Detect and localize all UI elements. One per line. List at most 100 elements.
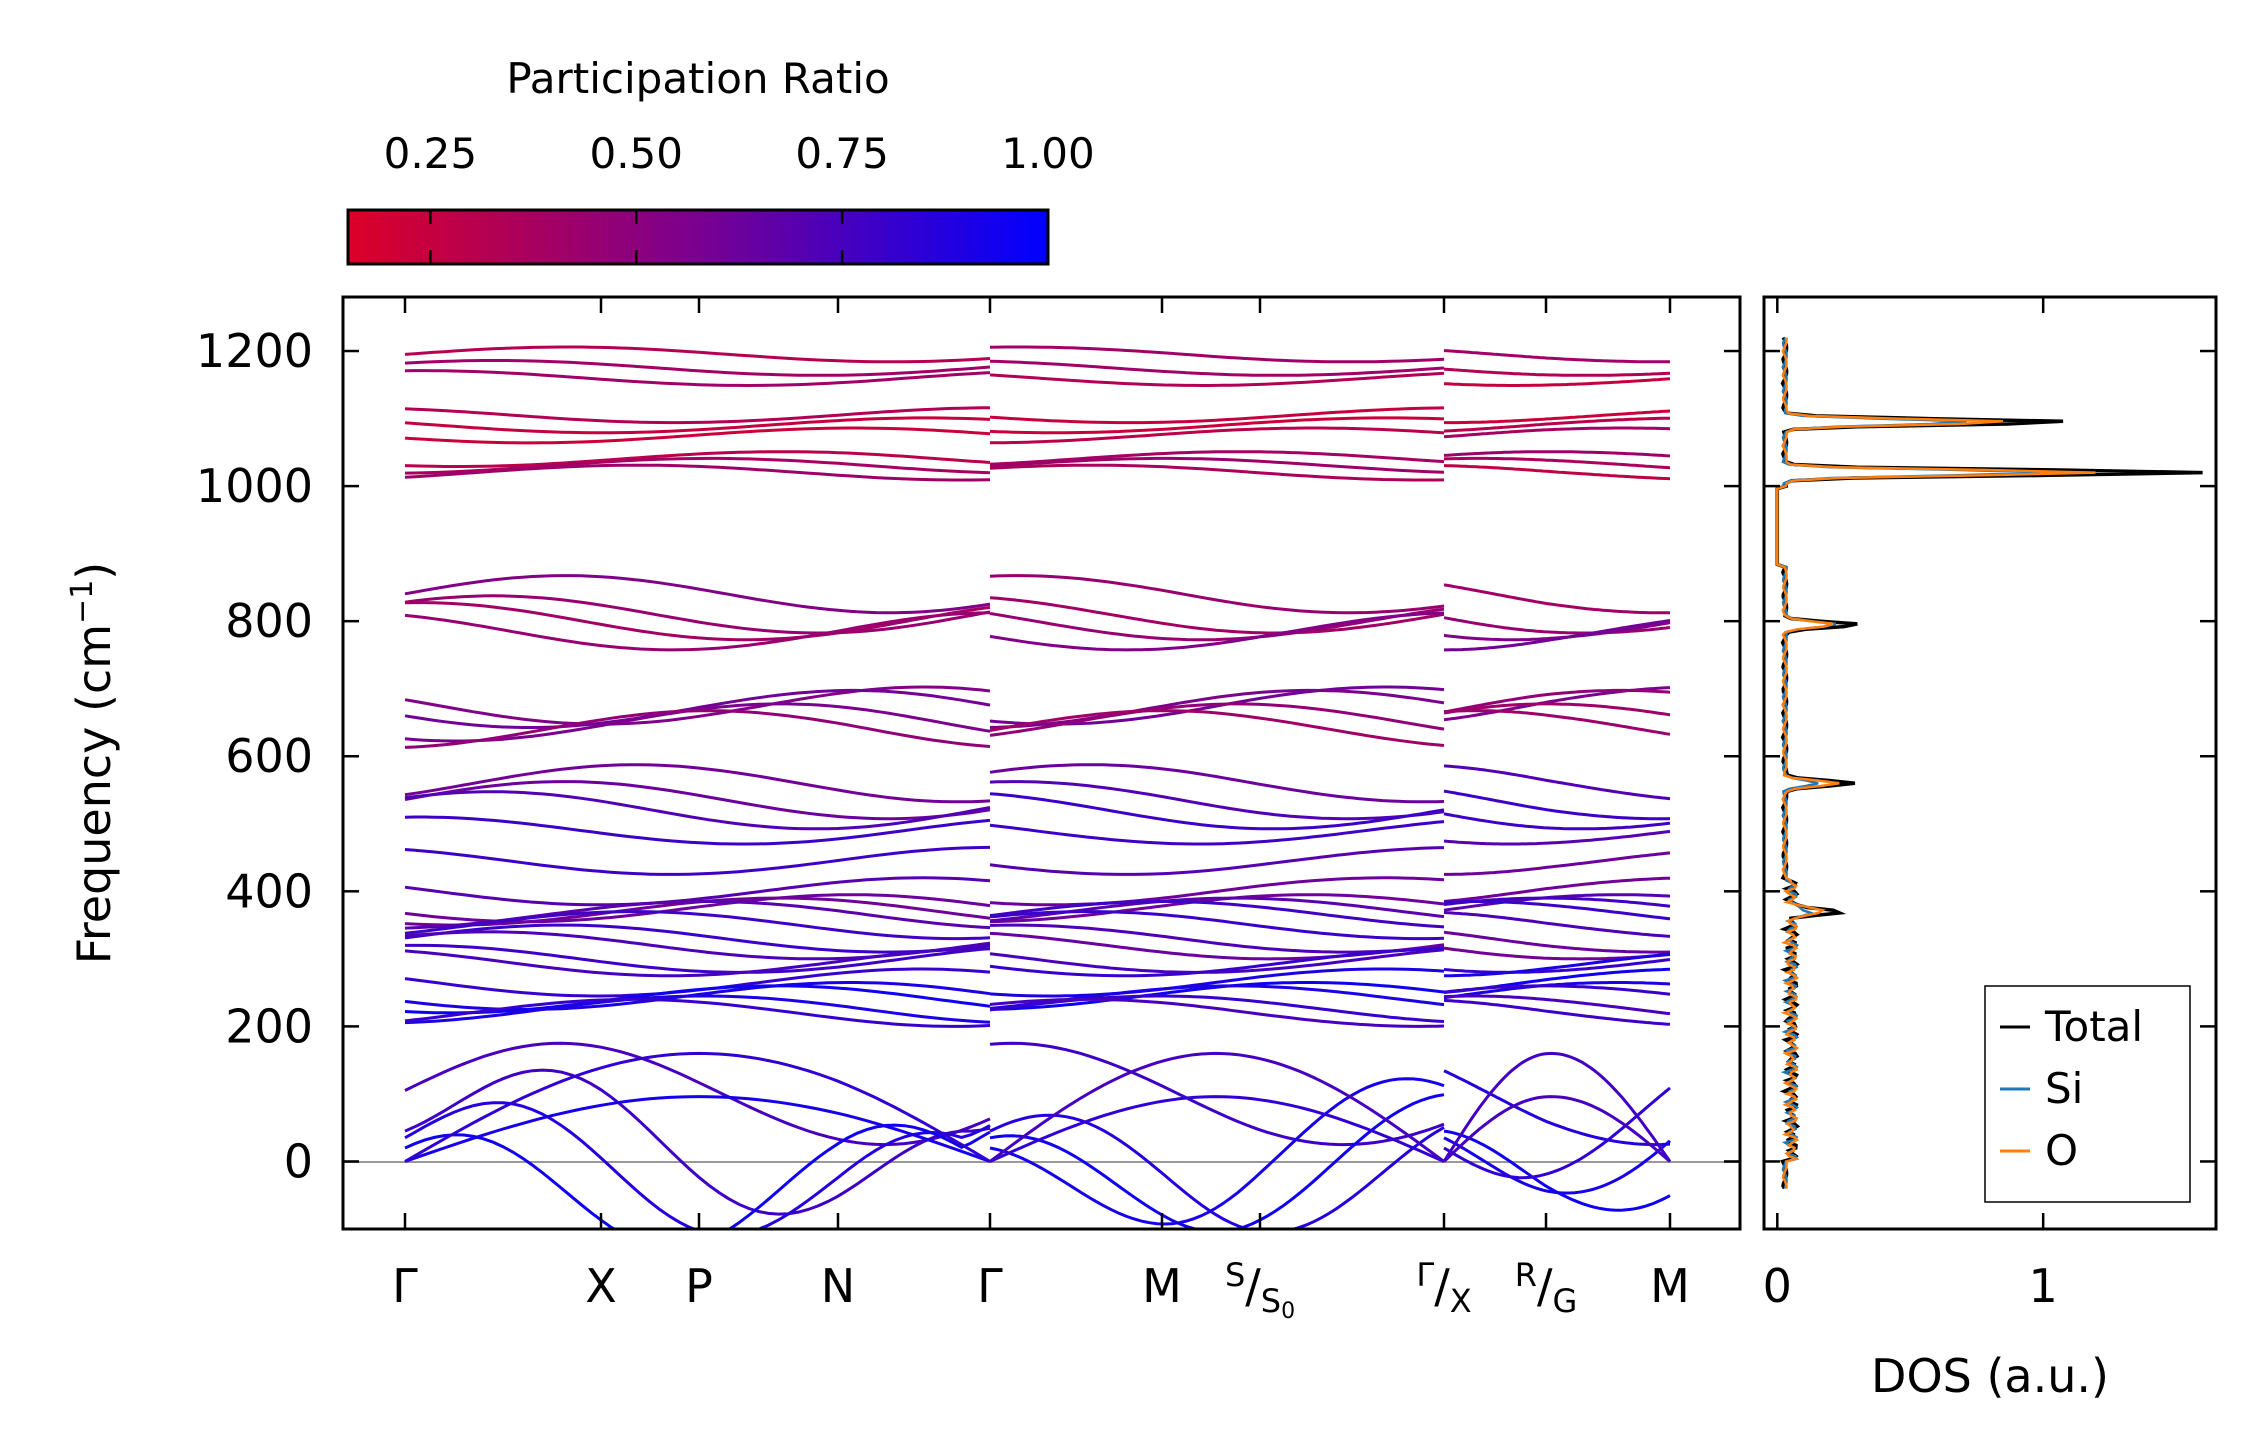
colorbar-gradient — [346, 208, 1050, 266]
x-tick-label: X — [585, 1259, 617, 1313]
phonon-band — [404, 845, 991, 876]
phonon-band — [1443, 994, 1671, 1016]
phonon-band — [989, 910, 1445, 941]
phonon-band — [989, 345, 1445, 364]
phonon-band — [989, 1095, 1445, 1163]
phonon-band — [404, 1041, 991, 1147]
dos-x-tick-label: 1 — [2029, 1259, 2058, 1313]
colorbar-tick-label: 0.50 — [589, 129, 683, 178]
phonon-band — [1443, 930, 1671, 954]
phonon-band — [1443, 1069, 1671, 1147]
phonon-band — [989, 820, 1445, 846]
phonon-band — [404, 359, 991, 377]
y-tick-label: 1200 — [196, 324, 313, 378]
phonon-band — [989, 702, 1445, 737]
dos-axes-frame — [1762, 295, 2218, 1231]
phonon-band — [404, 709, 991, 749]
phonon-band — [404, 426, 991, 445]
x-tick-label: S/S0 — [1225, 1256, 1295, 1324]
phonon-band — [989, 371, 1445, 387]
colorbar-tick-label: 0.75 — [795, 129, 889, 178]
phonon-band — [1443, 450, 1671, 458]
y-tick-label: 1000 — [196, 459, 313, 513]
phonon-band — [1443, 709, 1671, 736]
phonon-band — [404, 594, 991, 635]
y-axis-label: Frequency (cm−1) — [65, 562, 121, 965]
phonon-band — [404, 685, 991, 726]
phonon-band — [1443, 464, 1671, 481]
phonon-band — [1443, 764, 1671, 801]
phonon-band — [1443, 1136, 1671, 1195]
phonon-band — [404, 876, 991, 907]
phonon-band — [1443, 416, 1670, 433]
x-tick-label: Γ/X — [1416, 1256, 1471, 1320]
phonon-band — [404, 416, 991, 435]
phonon-band — [1443, 899, 1671, 921]
phonon-band — [1444, 409, 1671, 425]
phonon-band — [404, 345, 991, 364]
phonon-band — [404, 450, 991, 468]
legend-label: O — [2045, 1126, 2078, 1175]
x-tick-label: M — [1142, 1259, 1182, 1313]
y-tick-label: 600 — [225, 729, 313, 783]
phonon-band — [404, 601, 991, 642]
band-axes-frame — [341, 295, 1742, 1231]
phonon-band — [404, 1123, 991, 1229]
phonon-band — [989, 574, 1445, 615]
phonon-band — [989, 607, 1445, 642]
phonon-band — [404, 1068, 991, 1216]
legend-frame — [1984, 985, 2191, 1203]
colorbar-tick-label: 1.00 — [1001, 129, 1095, 178]
phonon-band — [989, 1051, 1445, 1163]
phonon-band — [989, 688, 1445, 729]
y-tick-label: 400 — [225, 864, 313, 918]
phonon-band — [404, 688, 991, 729]
phonon-band — [1443, 812, 1671, 831]
phonon-band — [1444, 851, 1671, 876]
phonon-band — [989, 792, 1445, 831]
phonon-band — [404, 780, 991, 821]
x-tick-label: N — [821, 1259, 855, 1313]
phonon-band — [1443, 998, 1671, 1026]
phonon-band — [989, 1077, 1445, 1226]
phonon-band — [1443, 829, 1671, 846]
dos-x-axis-label: DOS (a.u.) — [1871, 1349, 2109, 1403]
phonon-band — [1443, 984, 1671, 996]
y-tick-label: 200 — [225, 999, 313, 1053]
y-tick-label: 0 — [284, 1134, 313, 1188]
phonon-band — [989, 359, 1445, 377]
phonon-band — [989, 763, 1445, 804]
phonon-band — [404, 910, 991, 941]
phonon-bands — [404, 345, 1672, 1229]
phonon-band — [1443, 958, 1671, 974]
phonon-band — [404, 1051, 991, 1163]
phonon-band — [404, 463, 991, 482]
phonon-band — [404, 947, 991, 978]
phonon-band — [989, 1041, 1445, 1147]
phonon-band — [1443, 349, 1670, 364]
phonon-band — [989, 450, 1445, 466]
phonon-band — [1443, 1086, 1671, 1180]
dos-legend: Total Si O — [1984, 985, 2191, 1203]
phonon-band — [404, 790, 991, 831]
y-tick-label: 800 — [225, 594, 313, 648]
phonon-band — [1443, 789, 1671, 821]
legend-label: Total — [2044, 1002, 2143, 1051]
phonon-band — [989, 416, 1445, 435]
colorbar-title: Participation Ratio — [506, 54, 889, 103]
phonon-band — [1443, 583, 1670, 615]
phonon-band — [404, 984, 991, 1015]
phonon-band — [404, 406, 990, 425]
phonon-band — [1443, 911, 1671, 938]
dos-curve-o — [1776, 337, 2096, 1189]
colorbar: Participation Ratio 0.25 0.50 0.75 1.00 — [346, 54, 1095, 266]
x-tick-label: Γ — [977, 1259, 1003, 1313]
phonon-band — [1442, 1095, 1671, 1163]
phonon-band — [990, 426, 1445, 445]
x-tick-label: R/G — [1515, 1256, 1578, 1320]
phonon-band — [989, 1113, 1445, 1229]
phonon-band — [404, 967, 991, 998]
phonon-band — [1443, 876, 1671, 903]
phonon-band — [404, 456, 991, 475]
